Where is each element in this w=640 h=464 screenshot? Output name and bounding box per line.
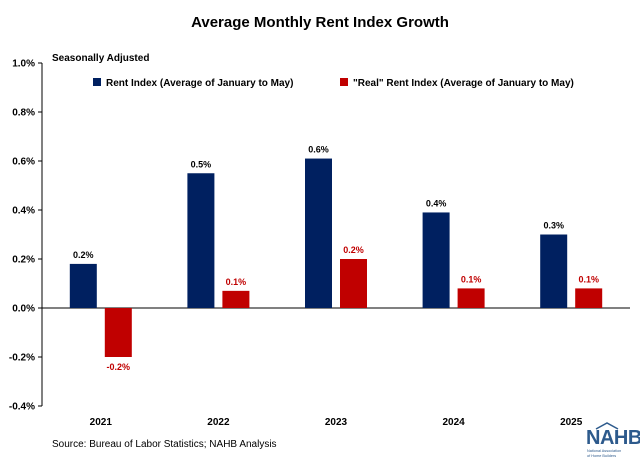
data-label-real-rent-index: 0.2% [343,245,364,255]
bar-rent-index [422,212,450,308]
bar-real-rent-index [340,259,367,308]
x-tick-label: 2025 [560,417,583,428]
data-labels: 0.2% -0.2% 0.5% 0.1% 0.6% 0.2% 0.4% 0.1% 0.3% 0.1… [73,145,599,372]
logo-tagline-line2: of Home Builders [587,454,616,458]
y-tick-label: 0.4% [12,206,35,217]
data-label-rent-index: 0.3% [543,221,564,231]
legend-label-rent-index: Rent Index (Average of January to May) [106,78,293,89]
bar-rent-index [187,173,215,308]
chart-title: Average Monthly Rent Index Growth [191,14,449,31]
x-tick-label: 2022 [207,417,230,428]
y-tick-label: 0.0% [12,304,35,315]
chart-subtitle: Seasonally Adjusted [52,53,149,64]
data-label-real-rent-index: 0.1% [578,274,599,284]
axes: -0.4% -0.2% 0.0% 0.2% 0.4% 0.6% 0.8% 1.0% 2021 20… [9,59,630,428]
bar-rent-index [540,234,568,308]
logo-tagline-line1: National Association [587,449,621,453]
legend-swatch-real-rent-index [340,78,348,86]
data-label-real-rent-index: 0.1% [226,277,247,287]
y-tick-label: -0.4% [9,402,35,413]
legend-label-real-rent-index: "Real" Rent Index (Average of January to… [353,78,574,89]
data-label-real-rent-index: -0.2% [107,362,131,372]
x-tick-label: 2023 [325,417,348,428]
nahb-logo: NAHB National Association of Home Builde… [586,422,640,458]
legend: Rent Index (Average of January to May) "… [93,78,574,89]
logo-wordmark: NAHB [586,427,640,449]
bar-rent-index [69,263,97,308]
source-note: Source: Bureau of Labor Statistics; NAHB… [52,439,277,450]
bar-real-rent-index [222,290,250,308]
data-label-rent-index: 0.4% [426,198,447,208]
data-label-rent-index: 0.5% [191,159,212,169]
y-tick-label: 0.2% [12,255,35,266]
y-tick-label: 0.6% [12,157,35,168]
x-tick-label: 2024 [442,417,465,428]
y-tick-label: 1.0% [12,59,35,70]
bars [69,158,603,357]
logo-roof-icon [595,422,619,430]
y-tick-label: 0.8% [12,108,35,119]
bar-real-rent-index [575,288,603,308]
bar-rent-index [305,158,332,308]
legend-swatch-rent-index [93,78,101,86]
y-tick-label: -0.2% [9,353,35,364]
data-label-real-rent-index: 0.1% [461,274,482,284]
x-tick-label: 2021 [90,417,113,428]
data-label-rent-index: 0.6% [308,145,329,155]
data-label-rent-index: 0.2% [73,250,94,260]
bar-real-rent-index [457,288,485,308]
bar-real-rent-index [104,308,132,357]
